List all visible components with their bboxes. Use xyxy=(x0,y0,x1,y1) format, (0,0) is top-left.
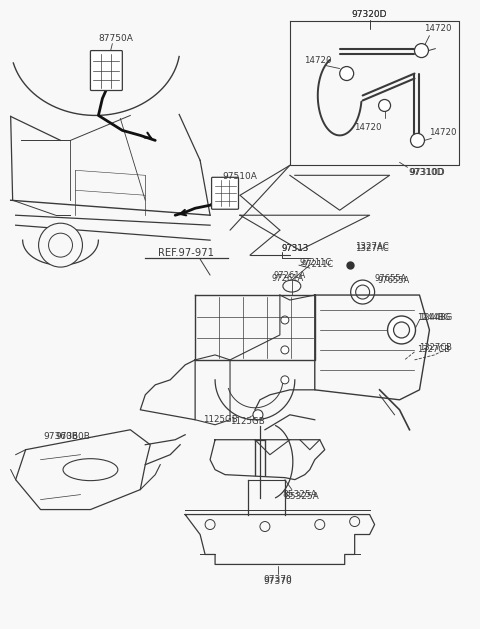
Text: 87750A: 87750A xyxy=(98,34,133,43)
Circle shape xyxy=(415,43,429,58)
Text: 97510A: 97510A xyxy=(223,172,257,181)
Text: 97211C: 97211C xyxy=(302,260,334,269)
Text: 1244BG: 1244BG xyxy=(420,313,453,323)
Text: 97310D: 97310D xyxy=(409,168,445,177)
Circle shape xyxy=(281,346,289,354)
Circle shape xyxy=(38,223,83,267)
Text: 1327CB: 1327CB xyxy=(420,343,453,352)
Circle shape xyxy=(394,322,409,338)
Text: 97313: 97313 xyxy=(282,243,309,253)
Text: 14720: 14720 xyxy=(304,56,332,65)
Text: 1327AC: 1327AC xyxy=(355,243,388,253)
Circle shape xyxy=(350,516,360,526)
Text: 14720: 14720 xyxy=(424,24,451,33)
Text: REF.97-971: REF.97-971 xyxy=(158,248,214,258)
Text: 85325A: 85325A xyxy=(282,490,317,499)
Circle shape xyxy=(205,520,215,530)
FancyBboxPatch shape xyxy=(212,177,239,209)
Circle shape xyxy=(253,409,263,420)
Text: 97320D: 97320D xyxy=(352,10,387,19)
Circle shape xyxy=(48,233,72,257)
Text: 14720: 14720 xyxy=(429,128,456,137)
FancyBboxPatch shape xyxy=(90,50,122,91)
Text: 97211C: 97211C xyxy=(300,258,332,267)
Text: 97370: 97370 xyxy=(264,575,292,584)
Text: 97313: 97313 xyxy=(282,243,309,253)
Text: 97320D: 97320D xyxy=(352,10,387,19)
Circle shape xyxy=(340,67,354,81)
Text: 97370: 97370 xyxy=(264,577,292,586)
Circle shape xyxy=(281,376,289,384)
Text: 1244BG: 1244BG xyxy=(418,313,451,323)
Circle shape xyxy=(351,280,374,304)
Circle shape xyxy=(387,316,416,344)
Text: 1327CB: 1327CB xyxy=(418,345,451,354)
Text: 97655A: 97655A xyxy=(378,276,410,284)
Circle shape xyxy=(410,133,424,147)
Circle shape xyxy=(379,99,391,111)
Text: 1327AC: 1327AC xyxy=(355,242,388,250)
Text: 97655A: 97655A xyxy=(374,274,407,282)
Text: 97360B: 97360B xyxy=(56,432,90,441)
Text: 97261A: 97261A xyxy=(274,270,306,279)
Circle shape xyxy=(315,520,325,530)
Text: 1125GB: 1125GB xyxy=(230,417,265,426)
Circle shape xyxy=(260,521,270,532)
Text: 1125GB: 1125GB xyxy=(203,415,238,425)
Circle shape xyxy=(281,316,289,324)
Text: 97261A: 97261A xyxy=(272,274,304,282)
Text: 97310D: 97310D xyxy=(408,168,444,177)
Text: 14720: 14720 xyxy=(354,123,382,132)
Text: 85325A: 85325A xyxy=(285,492,319,501)
Text: 97360B: 97360B xyxy=(43,432,78,441)
Circle shape xyxy=(356,285,370,299)
